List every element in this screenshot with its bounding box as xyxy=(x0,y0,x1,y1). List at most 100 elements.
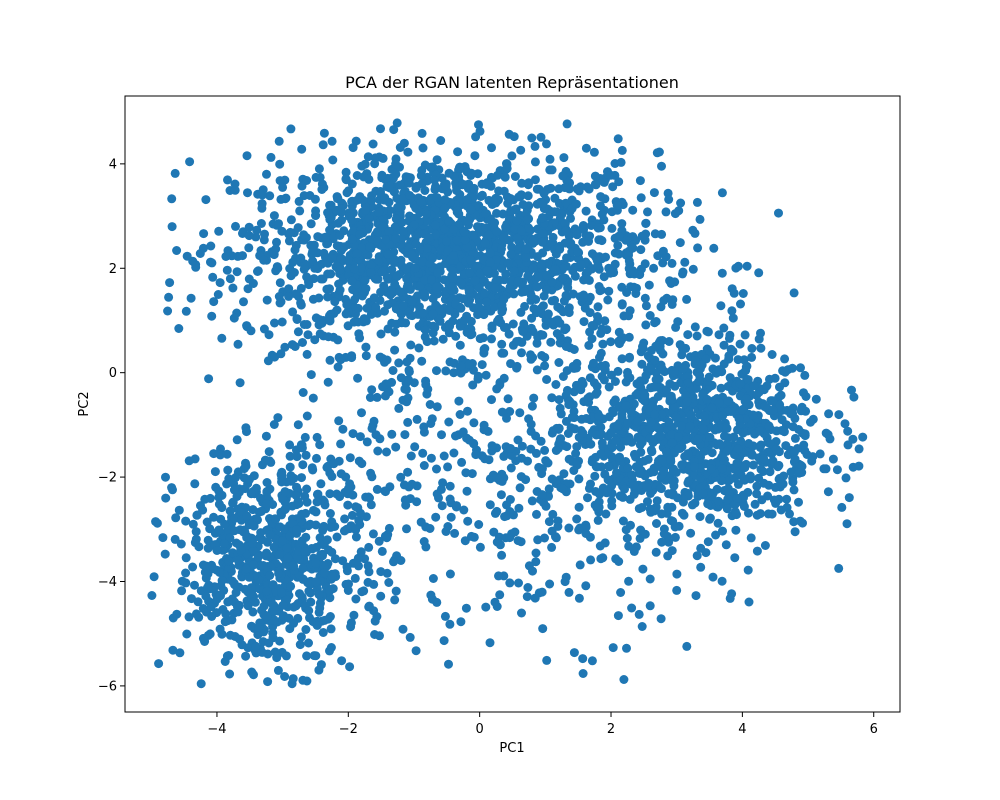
scatter-point xyxy=(427,275,436,285)
scatter-point xyxy=(478,333,488,343)
scatter-point xyxy=(363,152,373,162)
scatter-point xyxy=(532,365,542,375)
scatter-point xyxy=(732,493,742,503)
scatter-point xyxy=(538,213,547,223)
scatter-point xyxy=(462,486,472,496)
scatter-point xyxy=(586,439,596,449)
scatter-point xyxy=(604,286,614,296)
scatter-point xyxy=(667,502,677,512)
scatter-point xyxy=(617,145,627,155)
scatter-point xyxy=(683,330,693,340)
scatter-point xyxy=(343,255,353,265)
scatter-point xyxy=(441,181,451,191)
scatter-point xyxy=(605,268,615,278)
scatter-point xyxy=(265,571,275,580)
scatter-point xyxy=(335,265,345,275)
scatter-point xyxy=(472,261,482,271)
scatter-point xyxy=(477,360,487,370)
scatter-point xyxy=(461,603,471,613)
scatter-point xyxy=(659,529,669,539)
scatter-point xyxy=(277,317,287,327)
scatter-point xyxy=(371,303,381,313)
scatter-point xyxy=(487,334,496,344)
scatter-point xyxy=(575,560,585,570)
scatter-point xyxy=(668,466,678,476)
scatter-point xyxy=(269,211,279,221)
scatter-point xyxy=(368,139,378,149)
scatter-point xyxy=(304,280,314,290)
scatter-point xyxy=(262,478,272,487)
scatter-point xyxy=(526,419,536,429)
scatter-point xyxy=(262,295,272,305)
scatter-point xyxy=(421,380,431,390)
scatter-point xyxy=(249,670,258,680)
scatter-point xyxy=(406,340,416,350)
scatter-point xyxy=(602,325,612,335)
scatter-point xyxy=(233,339,243,349)
scatter-point xyxy=(308,245,318,255)
scatter-point xyxy=(562,238,572,247)
scatter-point xyxy=(310,335,320,345)
scatter-point xyxy=(497,550,507,560)
scatter-point xyxy=(743,375,753,385)
scatter-point xyxy=(268,580,278,590)
scatter-point xyxy=(199,229,209,239)
scatter-point xyxy=(684,476,694,486)
scatter-point xyxy=(594,282,604,291)
scatter-point xyxy=(621,401,631,411)
scatter-point xyxy=(569,466,579,475)
scatter-point xyxy=(645,434,655,443)
scatter-point xyxy=(685,421,695,431)
scatter-point xyxy=(165,278,175,288)
scatter-point xyxy=(707,403,717,413)
scatter-point xyxy=(576,385,586,395)
scatter-point xyxy=(424,233,434,243)
scatter-point xyxy=(717,268,727,278)
scatter-point xyxy=(457,457,467,467)
scatter-point xyxy=(446,512,456,522)
scatter-point xyxy=(637,231,647,241)
scatter-point xyxy=(692,197,702,207)
scatter-point xyxy=(692,331,702,341)
scatter-point xyxy=(298,460,308,470)
scatter-point xyxy=(419,427,429,437)
scatter-point xyxy=(650,355,660,365)
scatter-point xyxy=(402,357,412,367)
scatter-point xyxy=(643,207,652,217)
scatter-point xyxy=(161,493,171,503)
scatter-point xyxy=(293,420,303,430)
scatter-point xyxy=(444,417,454,427)
scatter-point xyxy=(622,643,631,653)
scatter-point xyxy=(336,439,346,449)
scatter-point xyxy=(383,324,393,334)
scatter-point xyxy=(594,235,604,245)
scatter-point xyxy=(558,484,568,494)
scatter-point xyxy=(498,209,508,219)
scatter-point xyxy=(564,587,574,597)
scatter-point xyxy=(316,660,326,670)
scatter-point xyxy=(451,431,460,441)
scatter-point xyxy=(395,180,405,190)
scatter-point xyxy=(639,456,649,466)
scatter-point xyxy=(491,276,501,286)
scatter-point xyxy=(255,189,265,199)
scatter-point xyxy=(302,676,312,686)
scatter-point xyxy=(546,317,556,327)
scatter-point xyxy=(547,542,557,552)
scatter-point xyxy=(418,257,427,267)
scatter-point xyxy=(348,143,358,153)
scatter-point xyxy=(357,161,367,171)
scatter-point xyxy=(399,138,409,148)
scatter-point xyxy=(416,197,426,207)
scatter-point xyxy=(436,136,446,145)
scatter-point xyxy=(592,503,602,513)
scatter-point xyxy=(506,444,516,453)
scatter-point xyxy=(311,313,321,323)
scatter-point xyxy=(746,533,756,543)
scatter-point xyxy=(670,522,680,532)
scatter-point xyxy=(625,306,635,316)
scatter-point xyxy=(723,396,733,406)
scatter-point xyxy=(382,533,392,543)
scatter-point xyxy=(225,669,235,679)
scatter-point xyxy=(586,555,596,565)
